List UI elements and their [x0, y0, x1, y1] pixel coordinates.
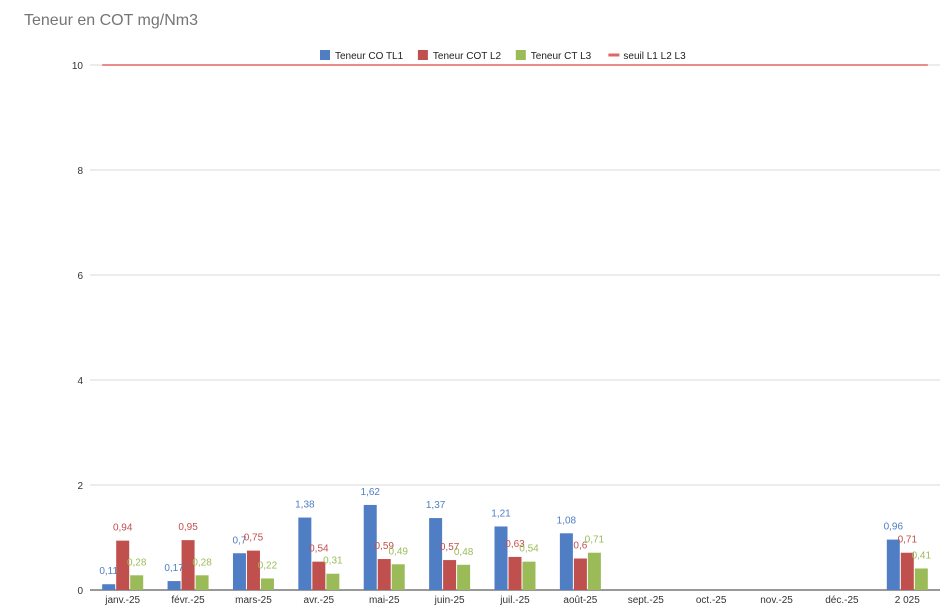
legend-label: Teneur COT L2 — [433, 51, 502, 62]
legend-swatch — [320, 50, 330, 60]
x-tick-label: mai-25 — [369, 595, 400, 606]
data-label: 0,28 — [192, 557, 212, 568]
y-tick-label: 8 — [77, 166, 83, 177]
bar — [443, 560, 457, 590]
bars-layer — [102, 504, 928, 590]
bar — [326, 573, 340, 590]
bar — [116, 540, 130, 590]
data-label: 0,95 — [178, 522, 198, 533]
data-label: 1,37 — [426, 500, 446, 511]
x-tick-label: 2 025 — [895, 595, 920, 606]
data-label: 0,94 — [113, 523, 133, 534]
data-label: 1,62 — [360, 487, 380, 498]
data-label: 0,71 — [898, 535, 918, 546]
data-label: 0,54 — [309, 544, 329, 555]
data-label: 0,49 — [388, 546, 408, 557]
y-tick-label: 2 — [77, 481, 83, 492]
data-label: 1,08 — [557, 515, 577, 526]
y-tick-label: 4 — [77, 376, 83, 387]
x-tick-label: sept.-25 — [628, 595, 665, 606]
x-tick-label: juil.-25 — [499, 595, 530, 606]
data-label: 0,75 — [244, 533, 264, 544]
bar — [573, 558, 587, 590]
bar — [457, 564, 471, 590]
data-label: 1,21 — [491, 508, 511, 519]
bar — [167, 581, 181, 590]
data-label: 0,17 — [164, 563, 184, 574]
x-tick-label: juin-25 — [434, 595, 465, 606]
bar — [494, 526, 508, 590]
data-label: 1,38 — [295, 500, 315, 511]
legend-swatch — [515, 50, 526, 60]
data-label: 0,41 — [912, 550, 932, 561]
legend-swatch — [417, 50, 428, 60]
x-tick-label: févr.-25 — [171, 595, 205, 606]
bar — [102, 584, 116, 590]
data-label: 0,6 — [573, 541, 587, 552]
x-tick-label: avr.-25 — [304, 595, 335, 606]
legend-label: seuil L1 L2 L3 — [623, 51, 686, 62]
bar — [195, 575, 209, 590]
x-tick-label: mars-25 — [235, 595, 272, 606]
bar — [130, 575, 144, 590]
data-label: 0,57 — [440, 542, 460, 553]
bar — [900, 552, 914, 590]
bar — [377, 559, 391, 590]
bar — [181, 540, 195, 590]
y-tick-label: 6 — [77, 271, 83, 282]
data-label: 0,48 — [454, 547, 474, 558]
legend-item: Teneur CT L3 — [515, 50, 592, 62]
grid-layer — [90, 64, 940, 591]
bar — [522, 561, 536, 590]
x-tick-label: août-25 — [563, 595, 597, 606]
bar — [363, 504, 377, 590]
y-tick-label: 10 — [72, 61, 84, 72]
legend-swatch — [608, 53, 620, 57]
data-label: 0,7 — [233, 535, 247, 546]
legend-item: Teneur COT L2 — [417, 50, 502, 62]
data-labels-layer: 0,11 0,94 0,28 0,17 0,95 0,28 0,70,75 0,22 1,38 0… — [99, 487, 931, 577]
bar — [232, 553, 246, 590]
data-label: 0,31 — [323, 556, 343, 567]
y-tick-label: 0 — [77, 586, 83, 597]
x-tick-label: oct.-25 — [696, 595, 727, 606]
bar — [312, 561, 326, 590]
x-tick-label: janv.-25 — [104, 595, 140, 606]
data-label: 0,22 — [258, 560, 278, 571]
data-label: 0,63 — [505, 539, 525, 550]
chart-title: Teneur en COT mg/Nm3 — [24, 12, 198, 29]
legend-item: seuil L1 L2 L3 — [608, 51, 686, 62]
data-label: 0,28 — [127, 557, 147, 568]
bar — [246, 550, 260, 590]
bar — [886, 539, 900, 590]
x-tick-label: nov.-25 — [760, 595, 793, 606]
bar — [914, 568, 928, 590]
data-label: 0,96 — [884, 522, 904, 533]
legend-item: Teneur CO TL1 — [320, 50, 404, 62]
bar — [298, 517, 312, 590]
data-label: 0,59 — [374, 541, 394, 552]
legend: Teneur CO TL1 Teneur COT L2 Teneur CT L3 se… — [320, 50, 686, 62]
data-label: 0,71 — [585, 535, 605, 546]
legend-label: Teneur CO TL1 — [335, 51, 404, 62]
bar — [391, 564, 405, 590]
axis-layer: 0 2 4 6 8 10 janv.-25 févr.-25 mars-25 avr.-25 mai… — [72, 61, 920, 606]
bar — [587, 552, 601, 590]
bar — [260, 578, 274, 590]
bar — [429, 518, 443, 590]
legend-label: Teneur CT L3 — [531, 51, 592, 62]
bar — [508, 556, 522, 590]
data-label: 0,54 — [519, 544, 539, 555]
x-tick-label: déc.-25 — [825, 595, 859, 606]
bar — [559, 533, 573, 590]
data-label: 0,11 — [99, 566, 118, 577]
